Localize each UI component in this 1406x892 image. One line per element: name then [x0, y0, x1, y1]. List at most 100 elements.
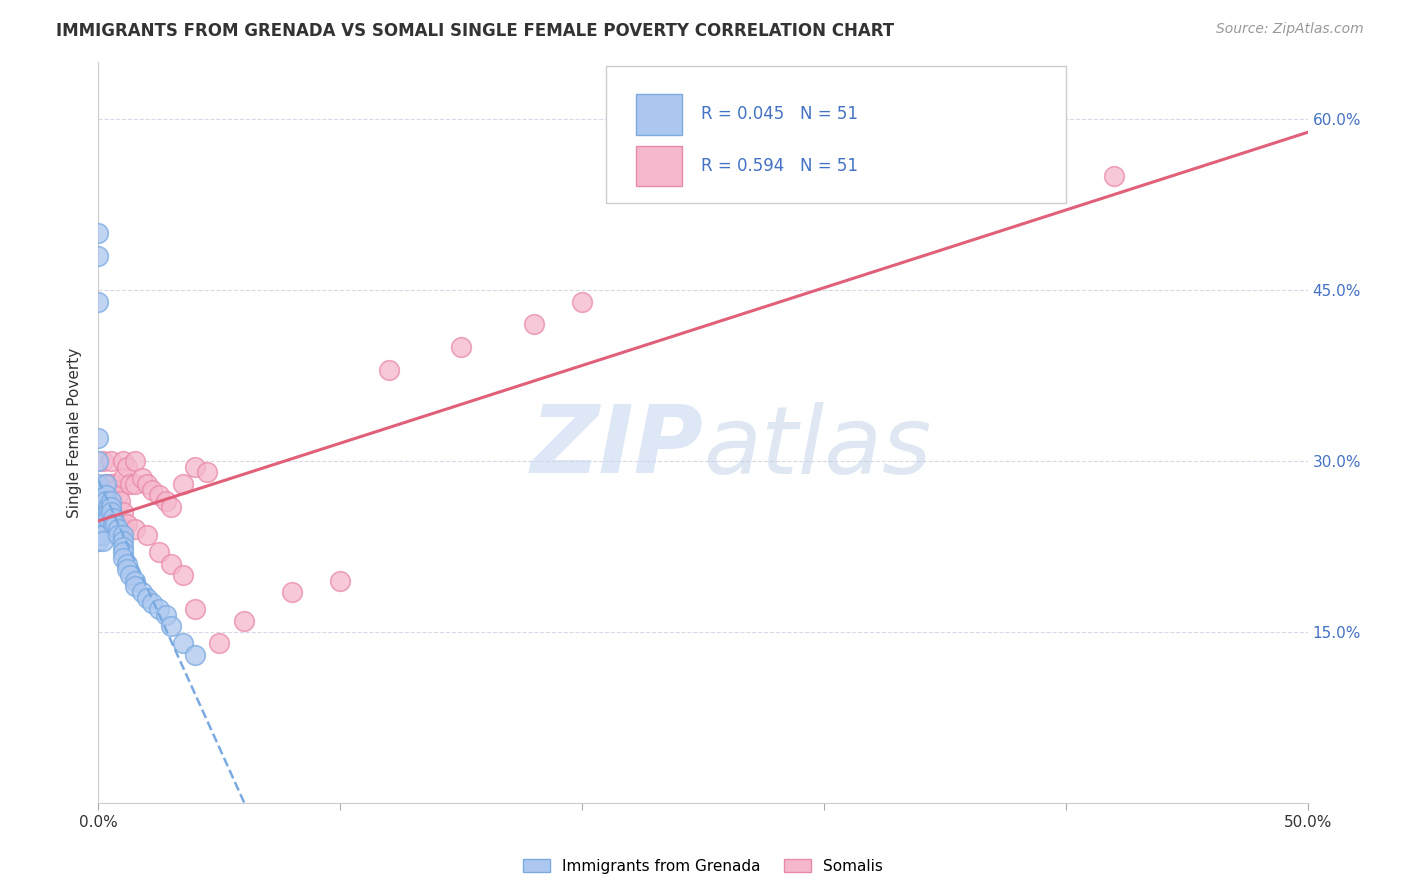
Text: Source: ZipAtlas.com: Source: ZipAtlas.com — [1216, 22, 1364, 37]
Point — [87, 528, 110, 542]
Point — [124, 476, 146, 491]
Point — [97, 500, 120, 514]
Point — [108, 494, 131, 508]
Point — [107, 523, 129, 537]
Point — [101, 511, 124, 525]
Point — [91, 454, 114, 468]
Point — [111, 505, 134, 519]
Point — [135, 528, 157, 542]
Point — [118, 476, 141, 491]
Point — [124, 454, 146, 468]
Point — [571, 294, 593, 309]
Point — [104, 483, 127, 497]
Point — [87, 533, 110, 548]
Point — [87, 500, 110, 514]
Point — [184, 648, 207, 662]
Point — [111, 540, 134, 554]
Point — [117, 557, 139, 571]
Point — [87, 511, 110, 525]
Point — [87, 500, 110, 514]
Point — [97, 505, 120, 519]
Point — [111, 471, 134, 485]
Point — [208, 636, 231, 650]
Point — [131, 585, 153, 599]
Point — [172, 636, 194, 650]
Point — [160, 619, 183, 633]
Point — [100, 523, 122, 537]
Point — [111, 528, 134, 542]
FancyBboxPatch shape — [606, 66, 1066, 203]
Point — [87, 505, 110, 519]
Point — [97, 511, 120, 525]
Point — [87, 227, 110, 241]
Point — [141, 597, 163, 611]
Point — [124, 574, 146, 588]
Point — [148, 602, 170, 616]
Point — [94, 476, 117, 491]
Point — [135, 591, 157, 605]
Point — [135, 476, 157, 491]
Point — [329, 574, 352, 588]
Point — [94, 488, 117, 502]
Legend: Immigrants from Grenada, Somalis: Immigrants from Grenada, Somalis — [516, 853, 890, 880]
Point — [107, 528, 129, 542]
Text: atlas: atlas — [703, 402, 931, 493]
Point — [232, 614, 254, 628]
Point — [111, 545, 134, 559]
Point — [118, 568, 141, 582]
Point — [87, 505, 110, 519]
Point — [87, 249, 110, 263]
Point — [107, 516, 129, 531]
Point — [107, 488, 129, 502]
Point — [87, 523, 110, 537]
Point — [160, 557, 183, 571]
Point — [87, 454, 110, 468]
Point — [141, 483, 163, 497]
Point — [184, 459, 207, 474]
Point — [195, 466, 218, 480]
Point — [87, 488, 110, 502]
Point — [94, 494, 117, 508]
Point — [100, 505, 122, 519]
Point — [101, 476, 124, 491]
Point — [148, 488, 170, 502]
Point — [111, 454, 134, 468]
Point — [117, 562, 139, 576]
Point — [155, 607, 177, 622]
Point — [91, 528, 114, 542]
Point — [1102, 169, 1125, 184]
Point — [87, 516, 110, 531]
Point — [117, 516, 139, 531]
Point — [94, 494, 117, 508]
Point — [148, 545, 170, 559]
Point — [281, 585, 304, 599]
Text: IMMIGRANTS FROM GRENADA VS SOMALI SINGLE FEMALE POVERTY CORRELATION CHART: IMMIGRANTS FROM GRENADA VS SOMALI SINGLE… — [56, 22, 894, 40]
Point — [97, 483, 120, 497]
Point — [91, 533, 114, 548]
Point — [87, 523, 110, 537]
Text: R = 0.045   N = 51: R = 0.045 N = 51 — [700, 105, 858, 123]
Point — [124, 523, 146, 537]
Point — [87, 476, 110, 491]
Point — [100, 476, 122, 491]
Point — [87, 494, 110, 508]
Point — [124, 579, 146, 593]
Point — [87, 516, 110, 531]
Point — [523, 318, 546, 332]
Bar — [637, 145, 682, 186]
Point — [160, 500, 183, 514]
Point — [87, 494, 110, 508]
Point — [87, 488, 110, 502]
Point — [131, 471, 153, 485]
Point — [377, 363, 399, 377]
Point — [155, 494, 177, 508]
Point — [111, 523, 134, 537]
Point — [100, 454, 122, 468]
Point — [184, 602, 207, 616]
Point — [104, 516, 127, 531]
Y-axis label: Single Female Poverty: Single Female Poverty — [67, 348, 83, 517]
Text: R = 0.594   N = 51: R = 0.594 N = 51 — [700, 157, 858, 175]
Point — [100, 500, 122, 514]
Point — [101, 516, 124, 531]
Bar — [637, 94, 682, 135]
